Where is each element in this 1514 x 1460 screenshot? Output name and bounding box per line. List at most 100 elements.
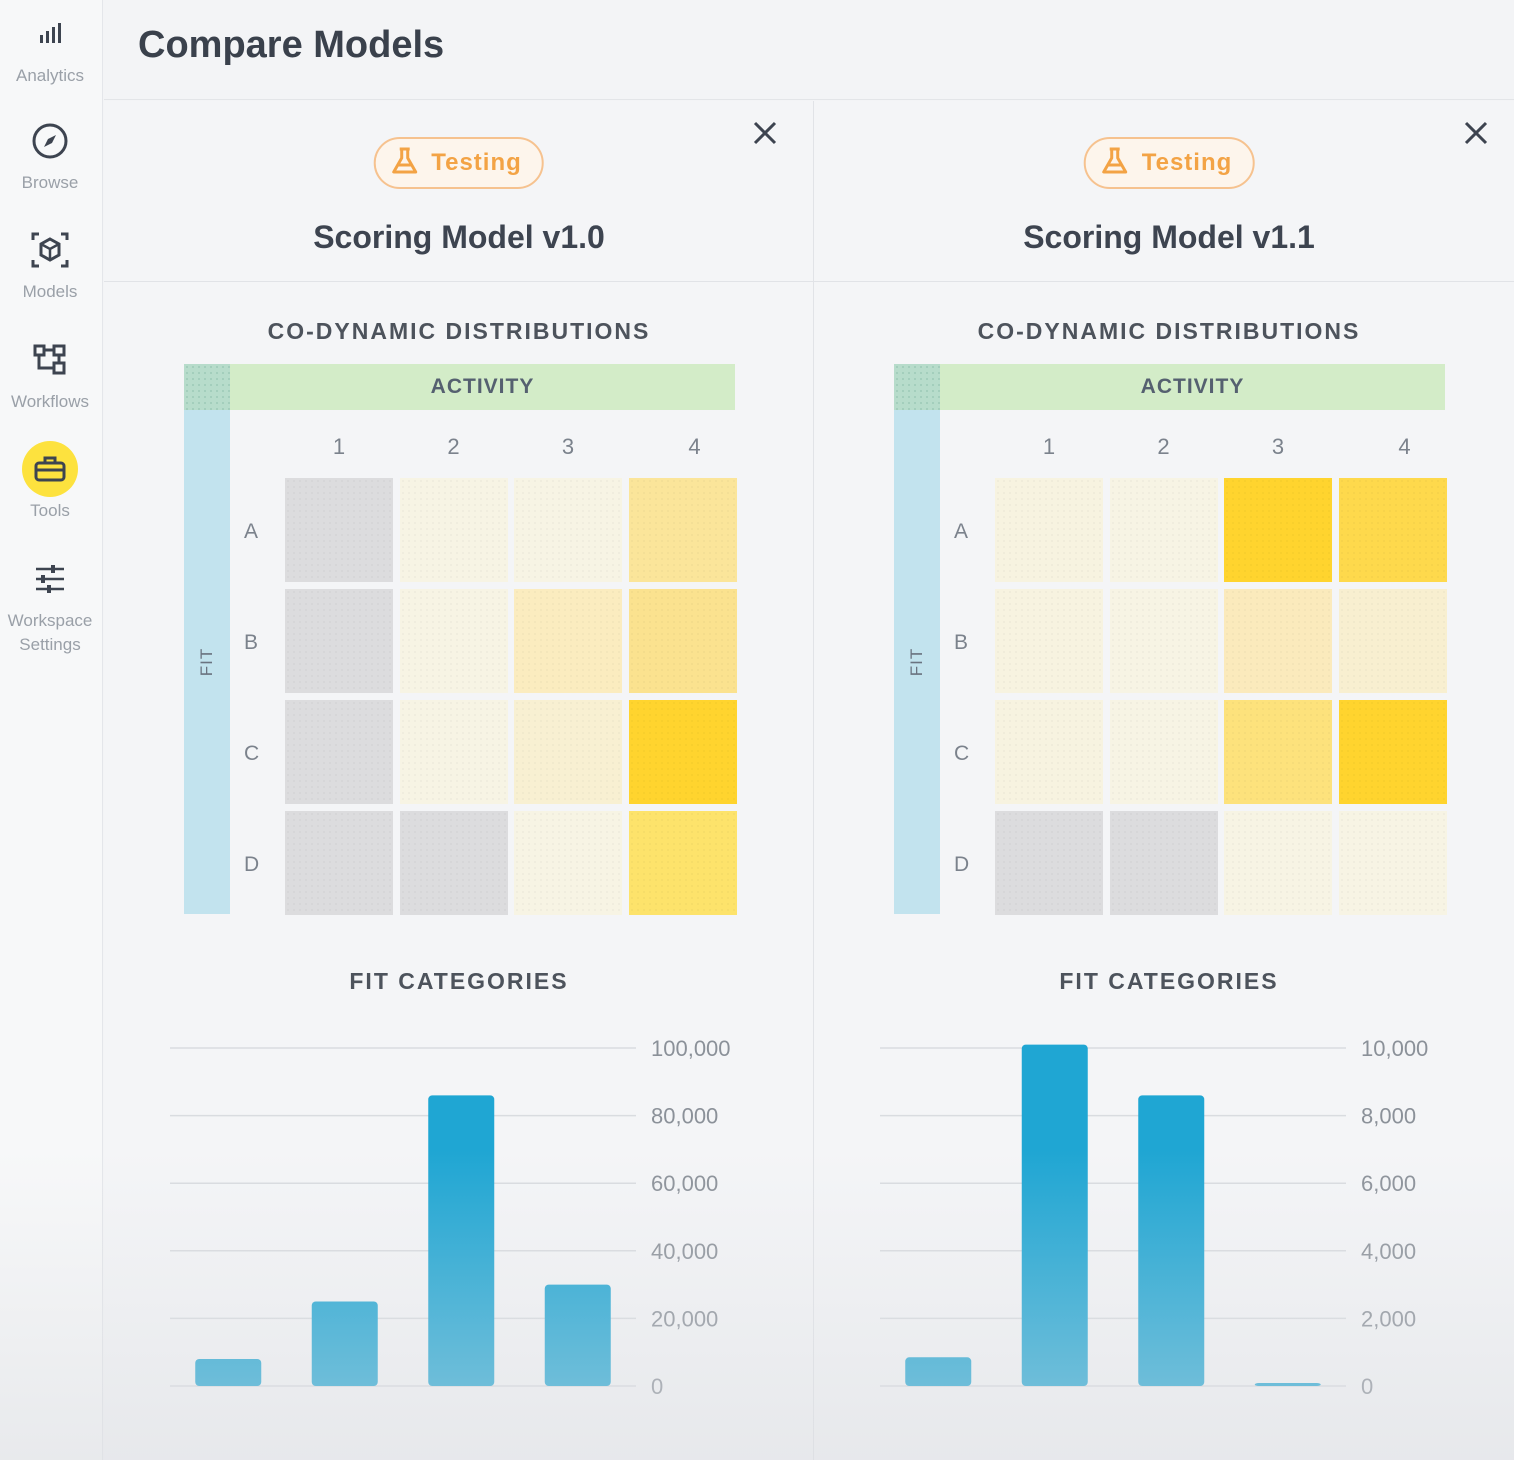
column-label: 1 <box>332 434 346 459</box>
model-panel-1: Testing Scoring Model v1.0 CO-DYNAMIC DIST… <box>104 101 814 1460</box>
row-label: B <box>244 631 259 654</box>
column-label: 4 <box>688 434 701 459</box>
column-label: 2 <box>1157 434 1170 459</box>
matrix-cell[interactable] <box>628 478 737 582</box>
matrix-cell[interactable] <box>1338 478 1447 582</box>
matrix-cell[interactable] <box>1338 589 1447 693</box>
model-panel-2: Testing Scoring Model v1.1 CO-DYNAMIC DIST… <box>814 101 1514 1460</box>
sidebar: Analytics Browse Models Workflows Tools … <box>0 0 103 1460</box>
matrix-cell[interactable] <box>514 700 622 804</box>
matrix-cell[interactable] <box>628 589 737 693</box>
matrix-cell[interactable] <box>1109 700 1218 804</box>
matrix-title: CO-DYNAMIC DISTRIBUTIONS <box>977 318 1361 344</box>
bar[interactable] <box>195 1358 262 1386</box>
matrix-cell[interactable] <box>1224 700 1332 804</box>
status-badge: Testing <box>1083 137 1255 189</box>
column-label: 2 <box>447 434 460 459</box>
column-label: 4 <box>1398 434 1411 459</box>
sidebar-item-label: Analytics <box>15 66 85 85</box>
column-label: 1 <box>1042 434 1056 459</box>
bar[interactable] <box>428 1095 495 1386</box>
activity-axis-label: ACTIVITY <box>1140 375 1245 398</box>
matrix-cell[interactable] <box>399 478 508 582</box>
bar[interactable] <box>1021 1044 1088 1386</box>
matrix-cell[interactable] <box>1224 478 1332 582</box>
activity-axis-bar: ACTIVITY <box>230 364 735 410</box>
fit-axis-bar: FIT <box>184 410 230 914</box>
sidebar-item-browse[interactable]: Browse <box>0 113 100 195</box>
matrix-cell[interactable] <box>995 589 1103 693</box>
status-badge-label: Testing <box>1141 149 1233 176</box>
matrix-cell[interactable] <box>1224 589 1332 693</box>
y-tick-label: 100,000 <box>651 1036 731 1061</box>
bar-chart-title: FIT CATEGORIES <box>349 968 569 994</box>
matrix-cell[interactable] <box>1109 811 1218 915</box>
distribution-matrix: ACTIVITY FIT 1 2 3 4 A B C D <box>184 364 737 916</box>
matrix-cell[interactable] <box>514 811 622 915</box>
compass-icon <box>22 113 78 169</box>
matrix-cell[interactable] <box>1109 478 1218 582</box>
fit-axis-label: FIT <box>197 647 216 677</box>
sidebar-item-label: Workspace Settings <box>7 611 93 654</box>
matrix-cell[interactable] <box>995 811 1103 915</box>
row-label: D <box>244 853 260 876</box>
bar[interactable] <box>544 1284 611 1386</box>
status-badge: Testing <box>373 137 544 189</box>
matrix-cell[interactable] <box>514 589 622 693</box>
bar[interactable] <box>1138 1095 1205 1386</box>
activity-axis-label: ACTIVITY <box>430 375 535 398</box>
sidebar-item-label: Browse <box>21 173 79 192</box>
sidebar-item-models[interactable]: Models <box>0 222 100 304</box>
flask-icon <box>389 146 419 181</box>
y-tick-label: 20,000 <box>651 1306 718 1331</box>
sidebar-item-tools[interactable]: Tools <box>0 441 100 523</box>
sidebar-item-workspace-settings[interactable]: Workspace Settings <box>0 551 100 657</box>
fit-axis-bar: FIT <box>894 410 940 914</box>
sidebar-item-workflows[interactable]: Workflows <box>0 332 100 414</box>
matrix-corner <box>894 364 940 410</box>
matrix-cell[interactable] <box>1338 811 1447 915</box>
matrix-cell[interactable] <box>285 589 393 693</box>
matrix-cell[interactable] <box>399 700 508 804</box>
close-icon[interactable] <box>1458 115 1494 151</box>
matrix-cell[interactable] <box>1109 589 1218 693</box>
row-label: C <box>954 742 970 765</box>
matrix-cell[interactable] <box>514 478 622 582</box>
model-title: Scoring Model v1.1 <box>1023 219 1315 255</box>
header: Compare Models <box>104 0 1514 100</box>
matrix-cell[interactable] <box>628 700 737 804</box>
row-label: D <box>954 853 970 876</box>
flask-icon <box>1100 146 1130 181</box>
sidebar-item-label: Models <box>22 282 78 301</box>
bar[interactable] <box>905 1357 972 1386</box>
matrix-cell[interactable] <box>628 811 737 915</box>
matrix-cell[interactable] <box>399 811 508 915</box>
sidebar-item-analytics[interactable]: Analytics <box>0 6 100 88</box>
matrix-cell[interactable] <box>1224 811 1332 915</box>
matrix-cell[interactable] <box>1338 700 1447 804</box>
matrix-cell[interactable] <box>285 478 393 582</box>
y-tick-label: 0 <box>1361 1374 1373 1396</box>
matrix-cell[interactable] <box>995 478 1103 582</box>
sidebar-item-label: Tools <box>30 501 70 520</box>
fit-axis-label: FIT <box>907 647 926 677</box>
matrix-cell[interactable] <box>285 811 393 915</box>
y-tick-label: 8,000 <box>1361 1104 1416 1129</box>
y-tick-label: 60,000 <box>651 1171 718 1196</box>
matrix-cell[interactable] <box>285 700 393 804</box>
y-tick-label: 40,000 <box>651 1239 718 1264</box>
workflow-icon <box>22 332 78 388</box>
column-label: 3 <box>561 434 575 459</box>
matrix-cell[interactable] <box>995 700 1103 804</box>
bar[interactable] <box>1254 1383 1321 1386</box>
divider <box>814 281 1514 282</box>
matrix-cell[interactable] <box>399 589 508 693</box>
row-label: A <box>244 520 259 543</box>
close-icon[interactable] <box>747 115 783 151</box>
status-badge-label: Testing <box>431 149 522 176</box>
y-tick-label: 4,000 <box>1361 1239 1416 1264</box>
bar[interactable] <box>311 1301 378 1387</box>
